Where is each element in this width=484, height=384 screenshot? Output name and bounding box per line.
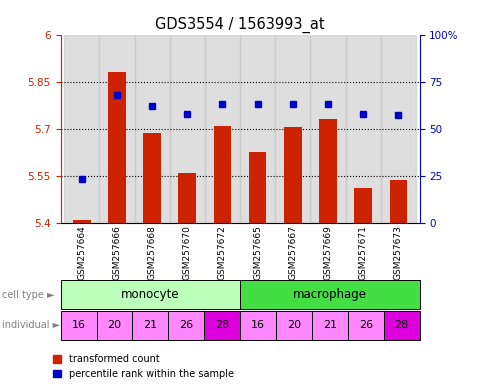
- Bar: [354, 188, 371, 223]
- Bar: [389, 180, 407, 223]
- Text: 20: 20: [286, 320, 301, 331]
- Bar: [310, 35, 345, 223]
- Bar: [275, 311, 311, 340]
- Bar: [380, 35, 415, 223]
- Bar: [284, 127, 301, 223]
- Bar: [204, 35, 240, 223]
- Bar: [318, 119, 336, 223]
- Bar: [347, 311, 383, 340]
- Text: cell type ►: cell type ►: [2, 290, 55, 300]
- Bar: [311, 311, 347, 340]
- Bar: [169, 35, 204, 223]
- Bar: [240, 311, 275, 340]
- Bar: [168, 311, 204, 340]
- Text: 26: 26: [179, 320, 193, 331]
- Bar: [275, 35, 310, 223]
- Bar: [240, 280, 419, 309]
- Bar: [213, 126, 231, 223]
- Bar: [132, 311, 168, 340]
- Bar: [383, 311, 419, 340]
- Text: 26: 26: [358, 320, 372, 331]
- Bar: [99, 35, 134, 223]
- Text: 20: 20: [107, 320, 121, 331]
- Bar: [143, 133, 161, 223]
- Bar: [73, 220, 91, 223]
- Bar: [64, 35, 99, 223]
- Bar: [134, 35, 169, 223]
- Bar: [178, 172, 196, 223]
- Text: 21: 21: [322, 320, 336, 331]
- Text: 28: 28: [214, 320, 229, 331]
- Bar: [96, 311, 132, 340]
- Text: macrophage: macrophage: [292, 288, 366, 301]
- Text: 16: 16: [251, 320, 264, 331]
- Text: 21: 21: [143, 320, 157, 331]
- Bar: [60, 280, 240, 309]
- Text: monocyte: monocyte: [121, 288, 179, 301]
- Bar: [345, 35, 380, 223]
- Bar: [204, 311, 240, 340]
- Text: individual ►: individual ►: [2, 320, 60, 331]
- Bar: [108, 72, 125, 223]
- Text: 16: 16: [72, 320, 85, 331]
- Legend: transformed count, percentile rank within the sample: transformed count, percentile rank withi…: [53, 354, 233, 379]
- Bar: [240, 35, 275, 223]
- Title: GDS3554 / 1563993_at: GDS3554 / 1563993_at: [155, 17, 324, 33]
- Bar: [60, 311, 96, 340]
- Bar: [248, 152, 266, 223]
- Text: 28: 28: [393, 320, 408, 331]
